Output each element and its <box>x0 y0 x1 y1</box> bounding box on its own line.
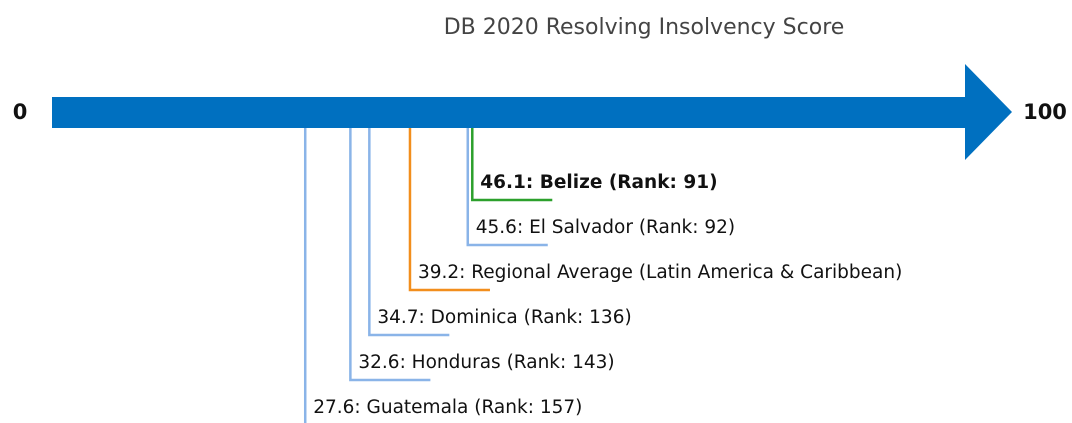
leader-line <box>408 128 490 292</box>
axis-arrow-body <box>52 97 966 128</box>
leader-line <box>349 128 431 382</box>
value-label: 32.6: Honduras (Rank: 143) <box>358 352 614 373</box>
value-label: 45.6: El Salvador (Rank: 92) <box>476 217 735 238</box>
axis-end-label: 100 <box>1023 100 1067 124</box>
axis-end-label: 0 <box>13 100 28 124</box>
leader-line <box>466 128 548 247</box>
leader-line <box>471 128 553 202</box>
value-label: 39.2: Regional Average (Latin America & … <box>418 262 902 283</box>
value-label: 27.6: Guatemala (Rank: 157) <box>313 397 582 418</box>
value-label: 34.7: Dominica (Rank: 136) <box>377 307 631 328</box>
leader-line <box>303 128 307 423</box>
value-label: 46.1: Belize (Rank: 91) <box>480 172 717 193</box>
chart-title: DB 2020 Resolving Insolvency Score <box>444 15 845 40</box>
axis-arrow-head <box>965 64 1012 160</box>
leader-line <box>368 128 450 337</box>
